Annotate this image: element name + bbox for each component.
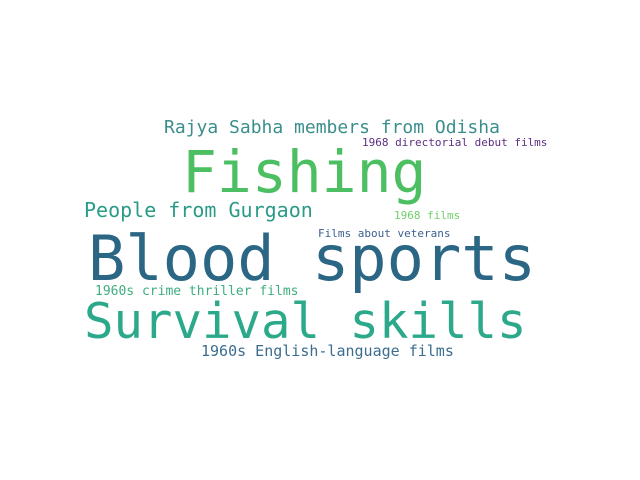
word-rajya-sabha-members-from-odisha: Rajya Sabha members from Odisha [164,117,500,138]
word-1960s-english-language-films: 1960s English-language films [201,342,454,360]
word-films-about-veterans: Films about veterans [318,227,451,240]
word-1968-directorial-debut-films: 1968 directorial debut films [362,136,548,149]
word-survival-skills: Survival skills [84,293,527,350]
word-1960s-crime-thriller-films: 1960s crime thriller films [95,284,299,299]
word-fishing: Fishing [182,138,427,206]
word-blood-sports: Blood sports [88,222,536,295]
word-people-from-gurgaon: People from Gurgaon [84,198,313,222]
word-1968-films: 1968 films [394,209,461,222]
